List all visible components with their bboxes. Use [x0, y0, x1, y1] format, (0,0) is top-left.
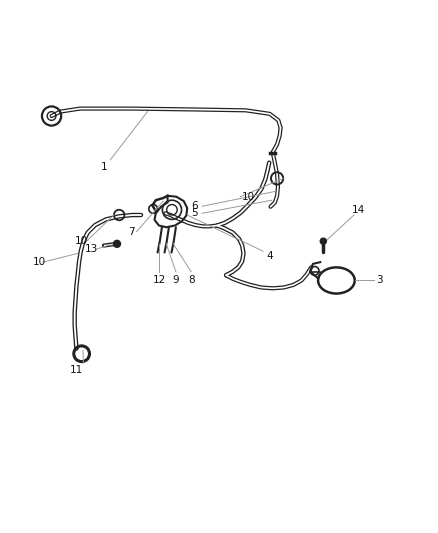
Text: 10: 10 [241, 192, 254, 201]
Text: 10: 10 [33, 257, 46, 267]
Text: 13: 13 [85, 244, 98, 254]
Circle shape [320, 238, 325, 244]
Text: 5: 5 [191, 208, 197, 219]
Text: 4: 4 [266, 251, 272, 261]
Text: 1: 1 [100, 163, 107, 173]
Text: 6: 6 [191, 201, 197, 211]
Text: 9: 9 [172, 274, 179, 285]
Circle shape [113, 240, 120, 247]
Text: 11: 11 [70, 365, 83, 375]
Text: 14: 14 [351, 205, 364, 215]
Text: 10: 10 [74, 236, 88, 246]
Text: 12: 12 [152, 274, 166, 285]
Text: 7: 7 [128, 227, 134, 237]
Text: 8: 8 [187, 274, 194, 285]
Text: 3: 3 [375, 276, 382, 286]
